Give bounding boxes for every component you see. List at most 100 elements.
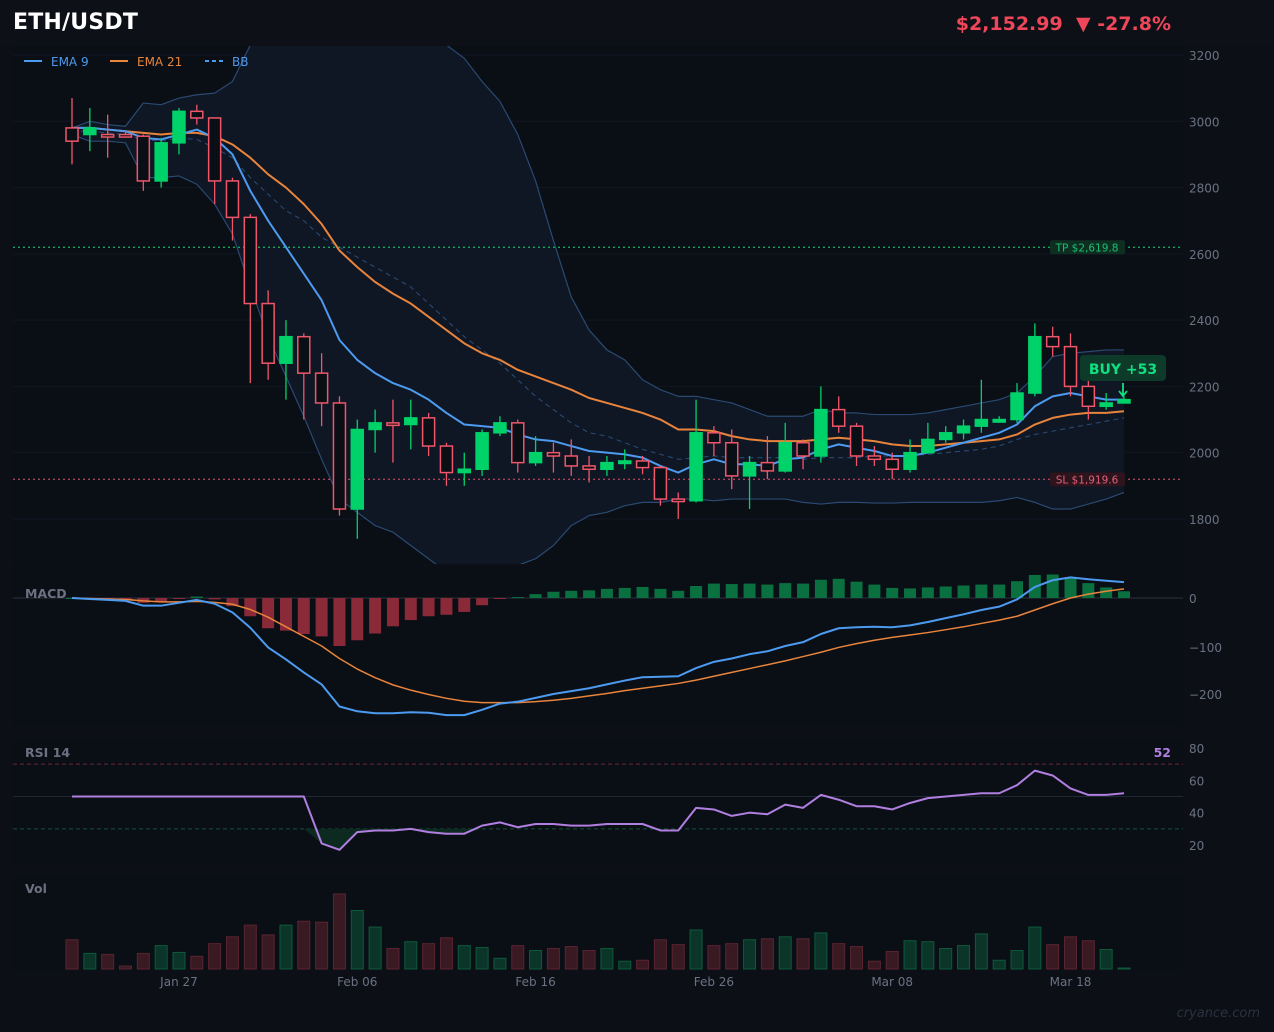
macd-histogram-bar xyxy=(1011,581,1024,598)
macd-histogram-bar xyxy=(315,598,328,637)
candle-up[interactable] xyxy=(1028,335,1042,394)
candle-down[interactable] xyxy=(796,441,810,457)
candle-up[interactable] xyxy=(528,451,543,464)
candle-down[interactable] xyxy=(314,372,329,404)
candle-down[interactable] xyxy=(439,445,454,474)
candle-up[interactable] xyxy=(992,418,1006,423)
candle-down[interactable] xyxy=(100,133,115,138)
candle-down[interactable] xyxy=(136,135,151,182)
symbol-title: ETH/USDT xyxy=(13,10,139,35)
candle-up[interactable] xyxy=(83,127,97,136)
macd-histogram-bar xyxy=(529,594,542,598)
volume-bar xyxy=(921,941,935,970)
candle-up[interactable] xyxy=(1117,398,1131,404)
candle-down[interactable] xyxy=(118,133,133,138)
candle-down[interactable] xyxy=(1081,385,1096,408)
price-change-display: $2,152.99 ▼ -27.8% xyxy=(956,13,1171,35)
candle-up[interactable] xyxy=(368,422,382,431)
price-tick: 2400 xyxy=(1189,314,1220,328)
candle-down[interactable] xyxy=(225,180,240,219)
volume-bar xyxy=(511,945,525,970)
candle-down[interactable] xyxy=(831,408,846,427)
macd-histogram-bar xyxy=(458,598,471,612)
candle-down[interactable] xyxy=(885,458,899,471)
buy-signal-badge[interactable] xyxy=(1080,355,1166,381)
candle-up[interactable] xyxy=(1099,402,1113,408)
volume-bar xyxy=(118,965,132,970)
candle-down[interactable] xyxy=(1063,345,1078,388)
volume-bar xyxy=(1010,949,1024,970)
macd-histogram-bar xyxy=(1046,574,1059,598)
candle-up[interactable] xyxy=(154,142,168,182)
candle-up[interactable] xyxy=(689,432,703,502)
rsi-oversold-fill xyxy=(303,828,500,850)
candle-down[interactable] xyxy=(386,422,400,427)
candle-down[interactable] xyxy=(849,425,864,457)
candle-up[interactable] xyxy=(617,460,632,465)
candle-down[interactable] xyxy=(582,465,596,471)
candle-up[interactable] xyxy=(1010,392,1024,421)
candle-down[interactable] xyxy=(707,432,721,444)
candle-down[interactable] xyxy=(867,455,882,461)
macd-histogram-bar xyxy=(155,598,168,602)
volume-bar xyxy=(760,938,774,970)
candle-up[interactable] xyxy=(404,417,418,426)
candle-up[interactable] xyxy=(956,425,971,434)
candle-up[interactable] xyxy=(475,432,489,470)
macd-histogram-bar xyxy=(779,583,792,598)
candle-down[interactable] xyxy=(421,417,436,447)
candle-down[interactable] xyxy=(207,117,222,182)
candle-down[interactable] xyxy=(65,127,79,142)
candle-up[interactable] xyxy=(172,110,186,144)
candle-up[interactable] xyxy=(903,451,917,470)
candle-up[interactable] xyxy=(457,468,472,474)
volume-bar xyxy=(600,948,614,970)
macd-tick: −100 xyxy=(1189,641,1222,655)
candle-down[interactable] xyxy=(760,461,775,472)
candle-up[interactable] xyxy=(938,432,953,441)
candle-down[interactable] xyxy=(546,451,561,457)
candle-up[interactable] xyxy=(814,408,828,457)
candle-down[interactable] xyxy=(332,402,347,510)
volume-bar xyxy=(671,944,685,970)
candle-down[interactable] xyxy=(243,216,258,305)
candle-up[interactable] xyxy=(921,438,935,454)
macd-histogram-bar xyxy=(904,588,917,598)
candle-down[interactable] xyxy=(724,441,739,477)
candle-down[interactable] xyxy=(511,422,525,464)
candle-down[interactable] xyxy=(297,335,311,374)
candle-down[interactable] xyxy=(1045,335,1060,348)
legend-label-1: EMA 21 xyxy=(137,55,182,69)
candle-down[interactable] xyxy=(564,455,579,467)
change-percent: -27.8% xyxy=(1097,13,1171,35)
volume-bar xyxy=(261,934,275,970)
macd-histogram-bar xyxy=(190,596,203,598)
date-tick: Feb 26 xyxy=(694,975,734,989)
candle-down[interactable] xyxy=(261,302,275,364)
rsi-tick: 80 xyxy=(1189,742,1204,756)
candle-down[interactable] xyxy=(190,110,204,119)
candle-up[interactable] xyxy=(974,418,989,427)
candle-up[interactable] xyxy=(778,441,792,472)
macd-histogram-bar xyxy=(707,583,720,598)
candle-up[interactable] xyxy=(279,335,293,364)
candle-up[interactable] xyxy=(600,461,614,471)
macd-histogram-bar xyxy=(618,587,631,598)
macd-histogram-bar xyxy=(262,598,275,629)
candle-down[interactable] xyxy=(653,466,668,500)
macd-histogram-bar xyxy=(921,587,934,598)
macd-histogram-bar xyxy=(369,598,382,634)
macd-histogram-bar xyxy=(690,586,703,598)
volume-bar xyxy=(422,943,436,970)
candle-up[interactable] xyxy=(350,428,365,510)
candle-up[interactable] xyxy=(493,422,507,434)
macd-histogram-bar xyxy=(404,598,417,621)
candle-up[interactable] xyxy=(742,461,757,477)
candle-down[interactable] xyxy=(671,498,685,503)
volume-bar xyxy=(297,920,311,970)
volume-bar xyxy=(136,952,150,970)
macd-histogram-bar xyxy=(422,598,435,617)
candle-down[interactable] xyxy=(635,460,650,469)
volume-bar xyxy=(190,955,204,970)
